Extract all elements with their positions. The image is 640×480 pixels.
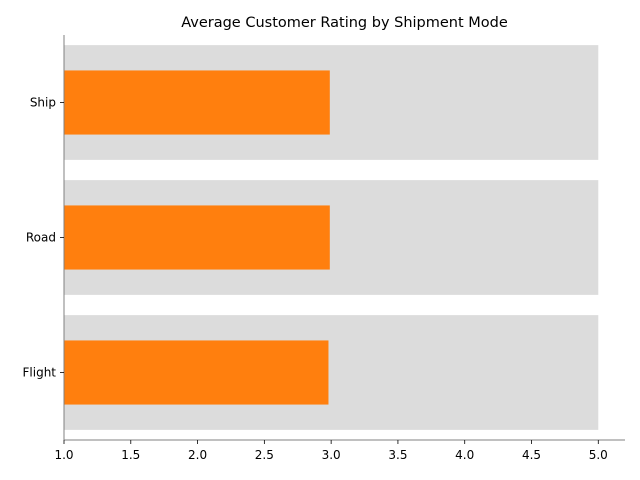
- x-tick-label: 2.0: [188, 448, 207, 462]
- x-tick-label: 3.0: [322, 448, 341, 462]
- x-tick-label: 2.5: [255, 448, 274, 462]
- x-tick-label: 4.0: [455, 448, 474, 462]
- x-tick-label: 5.0: [589, 448, 608, 462]
- y-tick-label: Ship: [30, 96, 56, 110]
- data-bar: [64, 70, 330, 135]
- background-bars: [64, 45, 599, 430]
- chart-title: Average Customer Rating by Shipment Mode: [181, 15, 508, 31]
- y-tick-label: Flight: [23, 366, 57, 380]
- y-axis-ticks: Ship Road Flight: [23, 96, 64, 380]
- y-tick-label: Road: [26, 231, 56, 245]
- data-bar: [64, 205, 330, 270]
- x-tick-label: 1.0: [54, 448, 73, 462]
- x-tick-label: 3.5: [388, 448, 407, 462]
- x-axis-ticks: 1.0 1.5 2.0 2.5 3.0 3.5 4.0 4.5 5.0: [54, 440, 608, 462]
- data-bars: [64, 70, 330, 405]
- x-tick-label: 1.5: [121, 448, 140, 462]
- x-tick-label: 4.5: [522, 448, 541, 462]
- data-bar: [64, 340, 329, 405]
